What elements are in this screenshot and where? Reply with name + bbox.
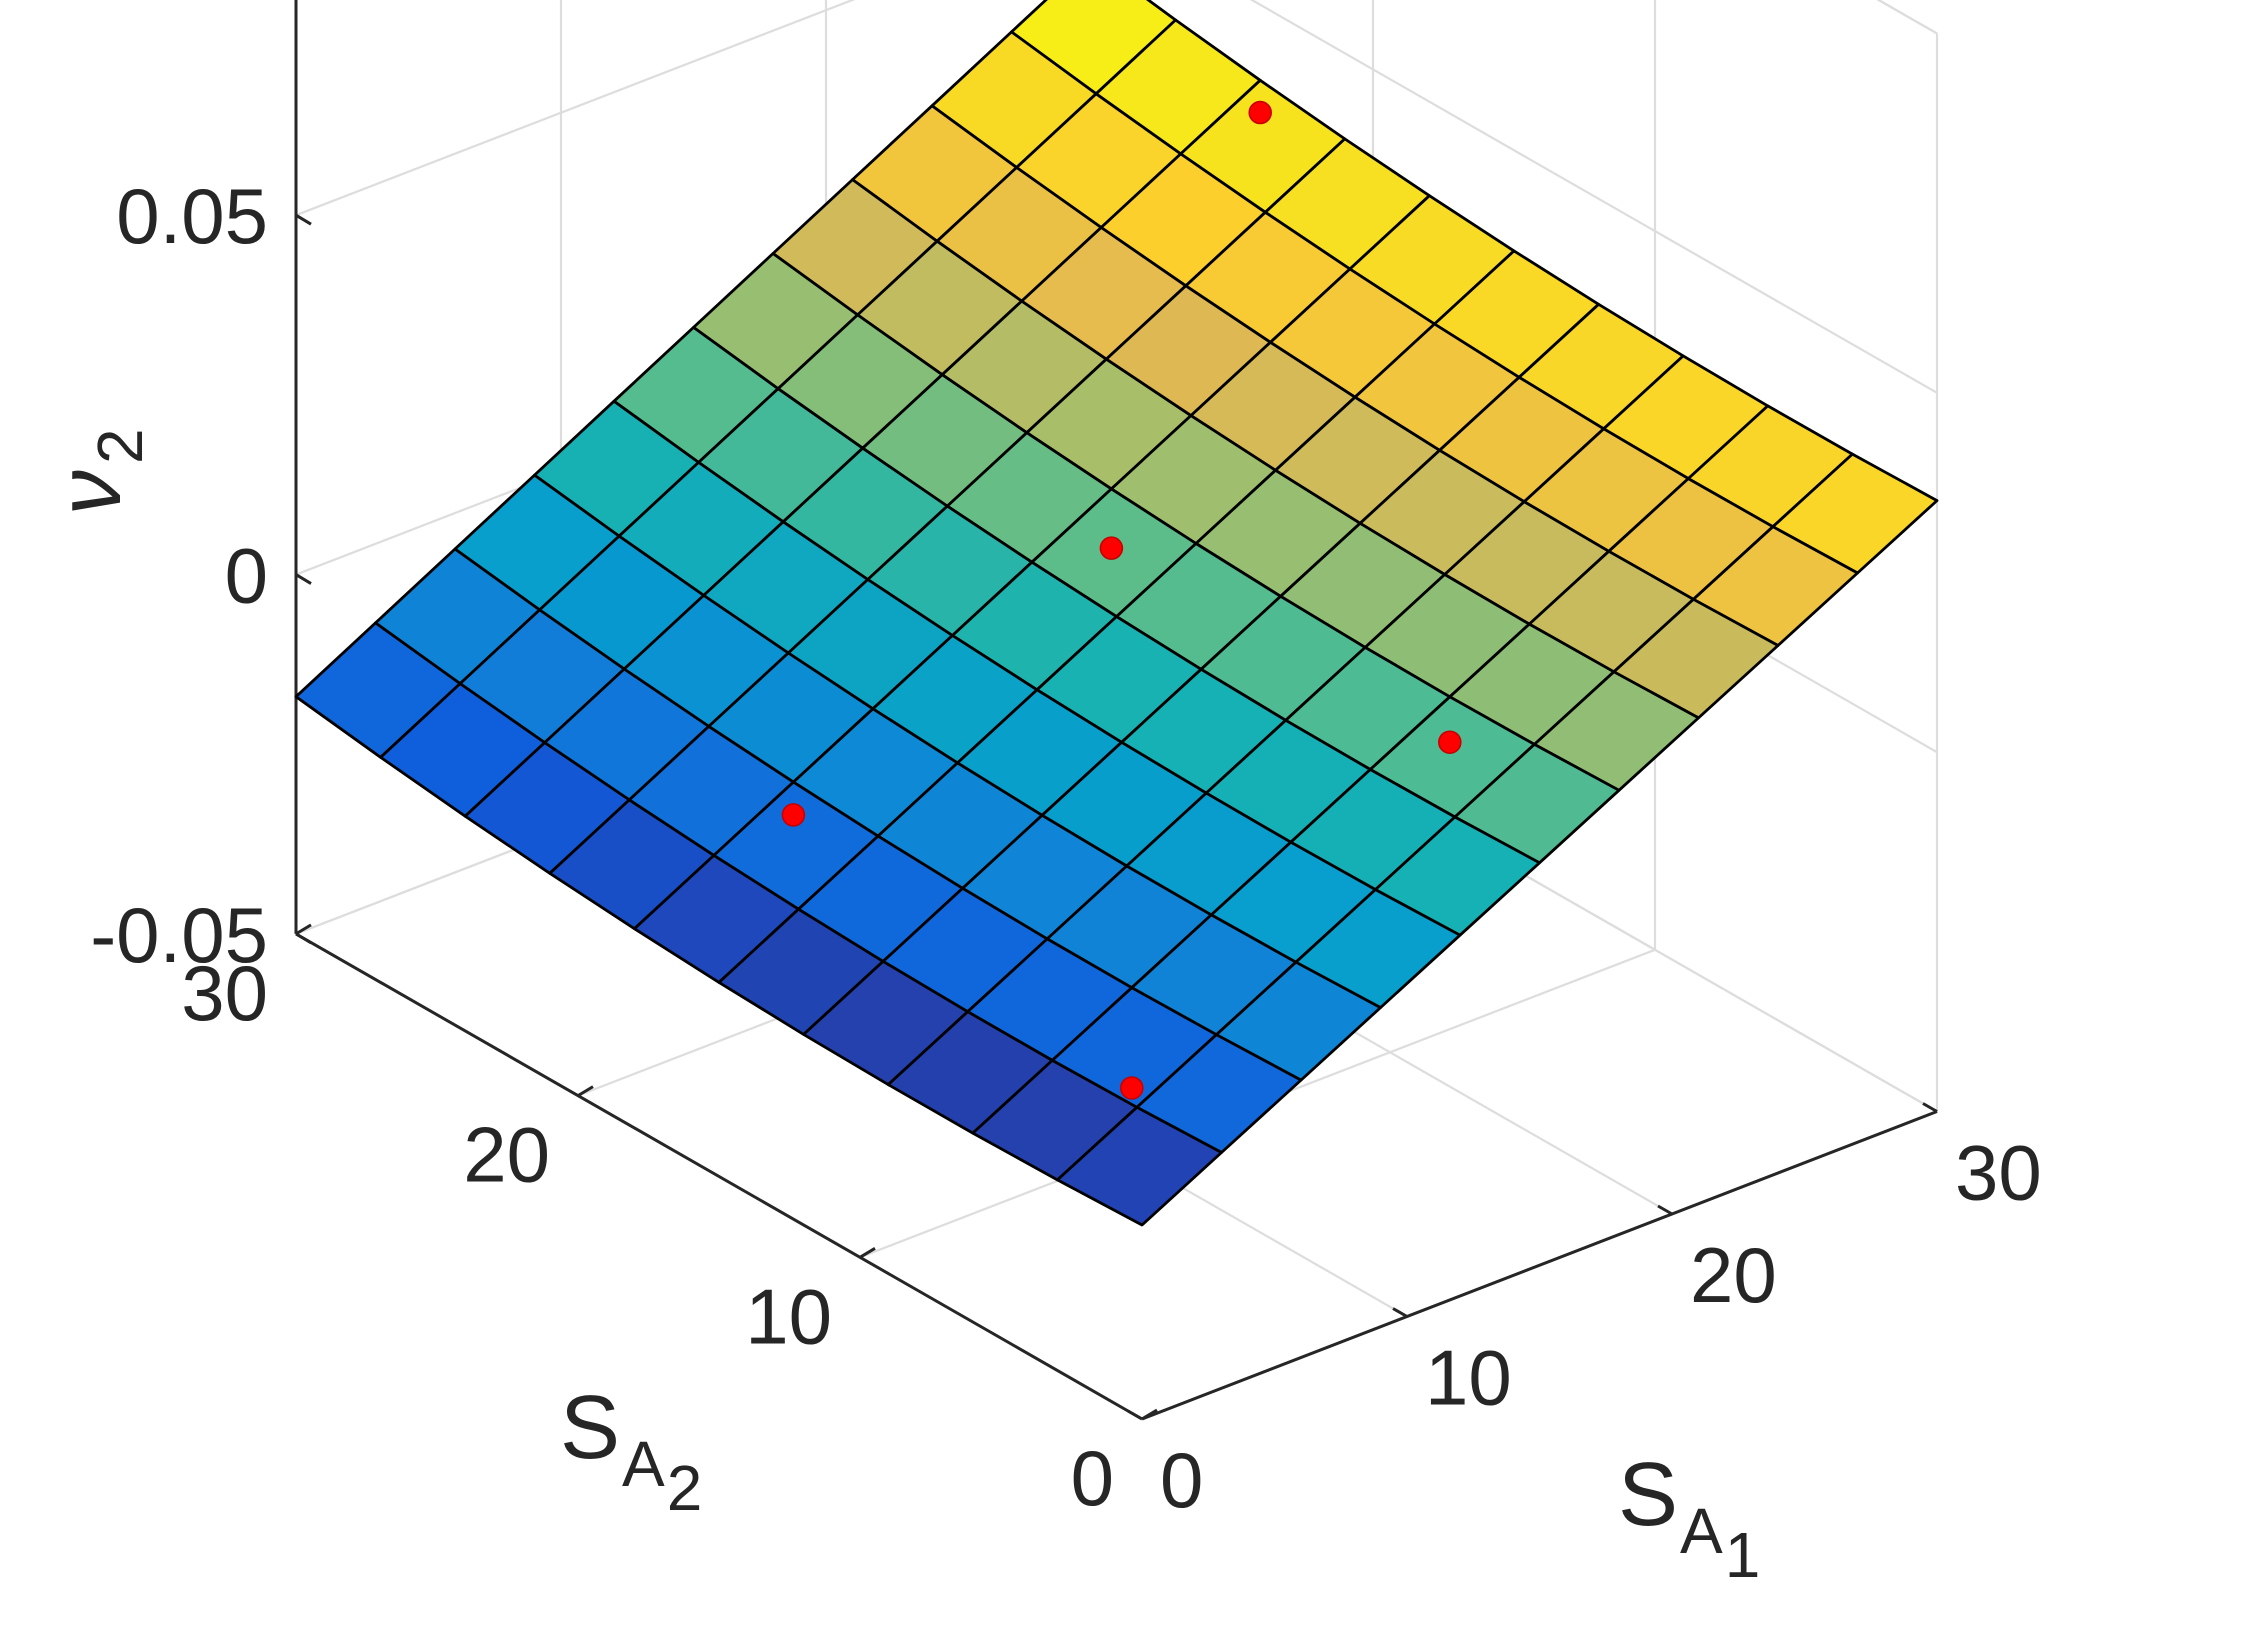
y-tick-label: 30 bbox=[181, 949, 268, 1037]
y-tick-label: 20 bbox=[463, 1111, 550, 1199]
data-point bbox=[1099, 536, 1124, 560]
z-axis-tick bbox=[295, 213, 312, 226]
z-tick-label: -0.05 bbox=[90, 891, 268, 979]
surface-cell bbox=[1056, 1105, 1223, 1227]
z-axis-symbol: ν bbox=[40, 470, 140, 515]
grid-line-back-wall-z bbox=[1249, 0, 1938, 394]
x-axis-tick bbox=[1657, 1204, 1673, 1216]
z-axis-tick bbox=[295, 573, 312, 585]
surface-mesh bbox=[294, 0, 1939, 1227]
y-axis-line bbox=[295, 932, 1143, 1421]
x-axis-label: SA1 bbox=[1618, 1445, 1760, 1591]
y-axis-label: SA2 bbox=[560, 1378, 702, 1524]
y-axis-subscript: A bbox=[622, 1428, 665, 1500]
y-tick-label: 10 bbox=[745, 1272, 832, 1360]
grid-line-side-wall-z bbox=[295, 0, 856, 217]
z-tick-label: 0 bbox=[225, 532, 268, 620]
grid-line-back-wall-z bbox=[1876, 0, 1938, 35]
x-axis-tick bbox=[1392, 1307, 1408, 1318]
z-tick-label: 0.05 bbox=[116, 172, 268, 260]
x-tick-label: 0 bbox=[1160, 1436, 1203, 1524]
y-axis-subsubscript: 2 bbox=[667, 1452, 703, 1524]
x-axis-line bbox=[1141, 1110, 1938, 1421]
x-axis-tick bbox=[1127, 1409, 1143, 1421]
x-axis-tick bbox=[1922, 1102, 1938, 1113]
x-axis-symbol: S bbox=[1618, 1445, 1678, 1545]
y-axis-tick bbox=[1141, 1408, 1158, 1421]
x-tick-label: 30 bbox=[1955, 1129, 2042, 1217]
z-axis-tick bbox=[295, 932, 312, 945]
x-tick-label: 10 bbox=[1425, 1334, 1512, 1422]
y-tick-label: 0 bbox=[1071, 1434, 1114, 1522]
z-axis-label: ν2 bbox=[40, 428, 156, 515]
y-axis-tick bbox=[295, 923, 312, 936]
y-axis-tick bbox=[577, 1085, 594, 1097]
data-point bbox=[781, 803, 806, 827]
data-point bbox=[1120, 1076, 1144, 1100]
grid-line-top-right bbox=[1876, 0, 1938, 35]
x-tick-label: 20 bbox=[1690, 1231, 1777, 1319]
y-axis-tick bbox=[859, 1247, 876, 1259]
axes bbox=[294, 0, 1938, 1421]
x-axis-subsubscript: 1 bbox=[1725, 1519, 1761, 1591]
y-axis-symbol: S bbox=[560, 1378, 620, 1478]
data-points bbox=[781, 100, 1462, 1100]
data-point bbox=[1438, 730, 1462, 754]
x-axis-subscript: A bbox=[1680, 1495, 1723, 1567]
data-point bbox=[1248, 100, 1272, 125]
z-axis-subscript: 2 bbox=[84, 428, 156, 464]
